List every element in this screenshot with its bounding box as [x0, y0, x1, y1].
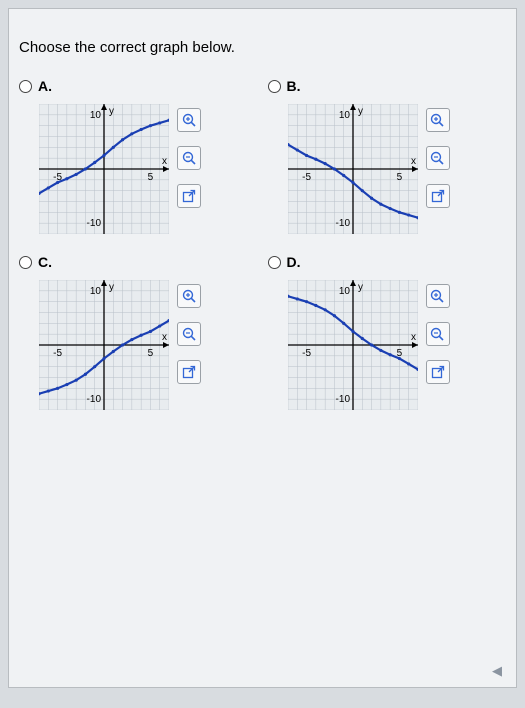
question-panel: Choose the correct graph below. A. -5 5 -1… — [8, 8, 517, 688]
option-header[interactable]: C. — [19, 254, 258, 270]
option-header[interactable]: B. — [268, 78, 507, 94]
option-header[interactable]: A. — [19, 78, 258, 94]
option-a: A. -55-1010xy — [19, 78, 258, 234]
option-label: A. — [38, 78, 52, 94]
popout-icon[interactable] — [426, 184, 450, 208]
svg-text:x: x — [162, 332, 167, 343]
zoom-out-icon[interactable] — [426, 146, 450, 170]
zoom-in-icon[interactable] — [426, 108, 450, 132]
svg-text:5: 5 — [396, 172, 402, 183]
svg-text:-10: -10 — [87, 394, 102, 405]
svg-text:10: 10 — [338, 286, 350, 297]
svg-text:10: 10 — [90, 286, 102, 297]
option-c: C. -5 5 -10 10 x y — [19, 254, 258, 410]
svg-text:5: 5 — [148, 348, 154, 359]
radio-d[interactable] — [268, 256, 281, 269]
svg-text:-5: -5 — [302, 172, 311, 183]
popout-icon[interactable] — [177, 184, 201, 208]
zoom-in-icon[interactable] — [177, 108, 201, 132]
chart-tools — [177, 280, 201, 384]
chart-d: -55-1010xy — [288, 280, 418, 410]
svg-text:y: y — [358, 106, 363, 117]
zoom-out-icon[interactable] — [426, 322, 450, 346]
options-grid: A. -5 5 -10 10 x y B. -5 5 -10 10 x y — [19, 78, 506, 410]
chart-tools — [426, 280, 450, 384]
popout-icon[interactable] — [426, 360, 450, 384]
chart-b: -5 5 -10 10 x y — [288, 104, 418, 234]
option-label: D. — [287, 254, 301, 270]
svg-text:5: 5 — [148, 172, 154, 183]
chart-tools — [177, 104, 201, 208]
chart-c: -5 5 -10 10 x y — [39, 280, 169, 410]
radio-b[interactable] — [268, 80, 281, 93]
svg-text:-5: -5 — [53, 348, 62, 359]
zoom-in-icon[interactable] — [177, 284, 201, 308]
svg-text:10: 10 — [338, 110, 350, 121]
footer-marker: ◀ — [492, 663, 502, 679]
popout-icon[interactable] — [177, 360, 201, 384]
svg-text:x: x — [162, 156, 167, 167]
svg-text:x: x — [411, 332, 416, 343]
option-b: B. -5 5 -10 10 x y — [268, 78, 507, 234]
instruction-text: Choose the correct graph below. — [19, 39, 506, 56]
option-label: B. — [287, 78, 301, 94]
svg-text:x: x — [411, 156, 416, 167]
zoom-in-icon[interactable] — [426, 284, 450, 308]
svg-text:10: 10 — [90, 110, 102, 121]
svg-text:-5: -5 — [302, 348, 311, 359]
zoom-out-icon[interactable] — [177, 322, 201, 346]
svg-text:-10: -10 — [335, 218, 350, 229]
radio-c[interactable] — [19, 256, 32, 269]
zoom-out-icon[interactable] — [177, 146, 201, 170]
svg-text:y: y — [109, 282, 114, 293]
svg-text:y: y — [358, 282, 363, 293]
radio-a[interactable] — [19, 80, 32, 93]
svg-text:y: y — [109, 106, 114, 117]
svg-text:-10: -10 — [87, 218, 102, 229]
option-header[interactable]: D. — [268, 254, 507, 270]
svg-text:-10: -10 — [335, 394, 350, 405]
option-d: D. -55-1010xy — [268, 254, 507, 410]
option-label: C. — [38, 254, 52, 270]
chart-tools — [426, 104, 450, 208]
chart-a: -55-1010xy — [39, 104, 169, 234]
